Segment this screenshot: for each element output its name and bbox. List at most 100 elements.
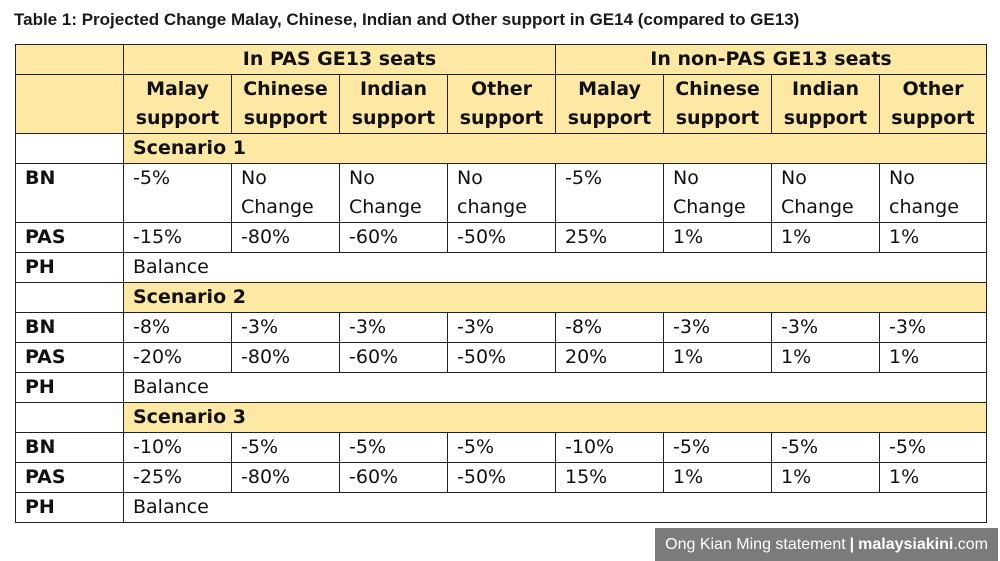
credit-banner: Ong Kian Ming statement | malaysiakini.com bbox=[655, 528, 998, 561]
table-cell: -60% bbox=[339, 222, 448, 253]
cell-line: -5% bbox=[133, 167, 170, 189]
table-cell: -5% bbox=[339, 432, 448, 463]
cell-line: -60% bbox=[349, 466, 399, 488]
table-row: PAS -15% -80% -60% -50% 25% 1% 1% 1% bbox=[15, 222, 987, 253]
party-label: BN bbox=[15, 432, 124, 463]
column-header-line: Chinese bbox=[243, 78, 328, 100]
table-row: PH Balance bbox=[15, 372, 987, 403]
cell-line: 1% bbox=[673, 346, 704, 368]
party-label: PH bbox=[15, 252, 124, 283]
cell-line: Change bbox=[781, 196, 854, 218]
column-header: Malay support bbox=[555, 74, 664, 134]
column-header-line: support bbox=[891, 107, 975, 129]
table-cell: -15% bbox=[123, 222, 232, 253]
cell-line: No bbox=[889, 167, 915, 189]
balance-cell: Balance bbox=[123, 492, 987, 523]
scenario-row: Scenario 3 bbox=[15, 402, 987, 433]
cell-line: 1% bbox=[673, 226, 704, 248]
table-cell: -3% bbox=[231, 312, 340, 343]
cell-line: -50% bbox=[457, 226, 507, 248]
table-cell: -3% bbox=[339, 312, 448, 343]
table-row: PH Balance bbox=[15, 252, 987, 283]
table-cell: -5% bbox=[879, 432, 987, 463]
table-row: PAS -25% -80% -60% -50% 15% 1% 1% 1% bbox=[15, 462, 987, 493]
support-change-table: In PAS GE13 seats In non-PAS GE13 seats Ma… bbox=[15, 44, 987, 523]
scenario-blank-cell bbox=[15, 133, 124, 164]
cell-line: -50% bbox=[457, 346, 507, 368]
table-cell: -3% bbox=[771, 312, 880, 343]
cell-line: -3% bbox=[457, 316, 494, 338]
column-header: Indian support bbox=[339, 74, 448, 134]
cell-line: -5% bbox=[673, 436, 710, 458]
table-cell: 15% bbox=[555, 462, 664, 493]
cell-line: 1% bbox=[781, 346, 812, 368]
table-cell: -60% bbox=[339, 342, 448, 373]
cell-line: -5% bbox=[889, 436, 926, 458]
table-cell: -60% bbox=[339, 462, 448, 493]
table-cell: No Change bbox=[771, 163, 880, 223]
table-cell: 1% bbox=[771, 462, 880, 493]
column-header-line: support bbox=[567, 107, 652, 129]
cell-line: 20% bbox=[565, 346, 608, 368]
cell-line: change bbox=[457, 196, 527, 218]
credit-text: Ong Kian Ming statement bbox=[665, 536, 846, 553]
column-header-row: Malay support Chinese support Indian support O… bbox=[15, 74, 987, 134]
credit-separator: | bbox=[849, 536, 855, 553]
table-cell: -20% bbox=[123, 342, 232, 373]
party-label: PAS bbox=[15, 342, 124, 373]
cell-line: -10% bbox=[565, 436, 615, 458]
column-header-line: Malay bbox=[146, 78, 209, 100]
column-header-line: support bbox=[135, 107, 220, 129]
table-cell: -50% bbox=[447, 222, 556, 253]
column-header-line: support bbox=[351, 107, 436, 129]
group-header: In PAS GE13 seats bbox=[123, 44, 556, 75]
cell-line: Change bbox=[241, 196, 314, 218]
cell-line: No bbox=[241, 167, 267, 189]
scenario-blank-cell bbox=[15, 402, 124, 433]
corner-cell bbox=[15, 44, 124, 75]
cell-line: -50% bbox=[457, 466, 507, 488]
table-row: BN -8% -3% -3% -3% -8% -3% -3% -3% bbox=[15, 312, 987, 343]
column-header-line: Malay bbox=[578, 78, 641, 100]
group-header-row: In PAS GE13 seats In non-PAS GE13 seats bbox=[15, 44, 987, 75]
cell-line: change bbox=[889, 196, 959, 218]
balance-cell: Balance bbox=[123, 252, 987, 283]
column-header-line: Other bbox=[902, 78, 964, 100]
cell-line: -8% bbox=[133, 316, 170, 338]
table-cell: -80% bbox=[231, 342, 340, 373]
table-cell: 25% bbox=[555, 222, 664, 253]
column-header: Indian support bbox=[771, 74, 880, 134]
table-cell: -3% bbox=[663, 312, 772, 343]
table-cell: -10% bbox=[555, 432, 664, 463]
table-cell: -5% bbox=[231, 432, 340, 463]
cell-line: -5% bbox=[349, 436, 386, 458]
table-cell: -25% bbox=[123, 462, 232, 493]
credit-brand: malaysiakini bbox=[858, 536, 954, 553]
table-cell: 1% bbox=[663, 462, 772, 493]
table-cell: -5% bbox=[555, 163, 664, 223]
scenario-title: Scenario 3 bbox=[123, 402, 987, 433]
table-cell: -50% bbox=[447, 342, 556, 373]
table-cell: -3% bbox=[447, 312, 556, 343]
cell-line: 1% bbox=[781, 466, 812, 488]
scenario-blank-cell bbox=[15, 282, 124, 313]
table-cell: 1% bbox=[879, 222, 987, 253]
table-cell: No Change bbox=[231, 163, 340, 223]
column-header-line: support bbox=[675, 107, 760, 129]
cell-line: -80% bbox=[241, 346, 291, 368]
cell-line: 15% bbox=[565, 466, 608, 488]
column-header: Chinese support bbox=[663, 74, 772, 134]
balance-cell: Balance bbox=[123, 372, 987, 403]
column-header-line: support bbox=[243, 107, 328, 129]
party-label: PAS bbox=[15, 462, 124, 493]
table-row: BN -10% -5% -5% -5% -10% -5% -5% -5% bbox=[15, 432, 987, 463]
cell-line: -3% bbox=[889, 316, 926, 338]
cell-line: -80% bbox=[241, 226, 291, 248]
table-cell: -8% bbox=[555, 312, 664, 343]
cell-line: Change bbox=[673, 196, 746, 218]
cell-line: -60% bbox=[349, 346, 399, 368]
table-cell: -8% bbox=[123, 312, 232, 343]
cell-line: -20% bbox=[133, 346, 183, 368]
column-header-line: support bbox=[459, 107, 544, 129]
column-header-line: Chinese bbox=[675, 78, 760, 100]
